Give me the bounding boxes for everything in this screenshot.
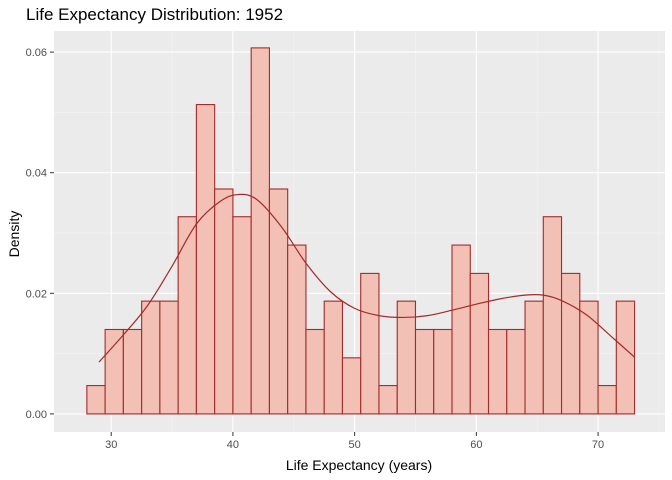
- histogram-bar: [506, 328, 526, 415]
- x-tick-label: 40: [227, 439, 239, 451]
- histogram-bar: [615, 300, 636, 415]
- density-curve: [98, 193, 635, 363]
- histogram-bar: [287, 244, 307, 415]
- histogram-bar: [451, 244, 471, 415]
- histogram-bar: [378, 385, 398, 415]
- y-tick-label: 0.00: [26, 409, 47, 421]
- histogram-bar: [141, 300, 161, 415]
- histogram-bar: [250, 47, 270, 415]
- histogram-bar: [560, 272, 581, 415]
- x-tick-label: 50: [349, 439, 361, 451]
- x-axis-ticks: 30 40 50 60 70: [105, 432, 604, 451]
- histogram-bar: [104, 328, 124, 415]
- x-tick-label: 70: [592, 439, 604, 451]
- histogram-bar: [579, 300, 599, 415]
- histogram-bar: [323, 300, 344, 415]
- histogram-bar: [469, 272, 490, 415]
- x-axis-title: Life Expectancy (years): [286, 457, 432, 473]
- histogram-bar: [396, 300, 417, 415]
- histogram-bar: [360, 272, 380, 415]
- histogram-bar: [341, 357, 362, 415]
- histogram-bar: [177, 216, 197, 415]
- x-tick-label: 60: [470, 439, 482, 451]
- y-tick-label: 0.04: [26, 168, 47, 180]
- y-tick-label: 0.06: [26, 47, 47, 59]
- histogram-bar: [524, 300, 544, 415]
- histogram-bar: [214, 188, 234, 415]
- histogram-bar: [433, 328, 453, 415]
- y-tick-label: 0.02: [26, 288, 47, 300]
- y-axis-ticks: 0.00 0.02 0.04 0.06: [26, 47, 54, 421]
- histogram-bar: [542, 216, 563, 415]
- chart-title: Life Expectancy Distribution: 1952: [26, 5, 283, 24]
- x-tick-label: 30: [105, 439, 117, 451]
- histogram-bar: [487, 328, 508, 415]
- histogram-bar: [195, 104, 216, 415]
- histogram-bar: [232, 216, 252, 415]
- histogram-bar: [159, 300, 179, 415]
- histogram-bar: [597, 385, 617, 415]
- y-axis-title: Density: [6, 211, 22, 258]
- histogram-bar: [305, 328, 325, 415]
- histogram-bar: [86, 385, 106, 415]
- histogram-bar: [122, 328, 143, 415]
- histogram-bars: [86, 47, 636, 415]
- histogram-bar: [414, 328, 435, 415]
